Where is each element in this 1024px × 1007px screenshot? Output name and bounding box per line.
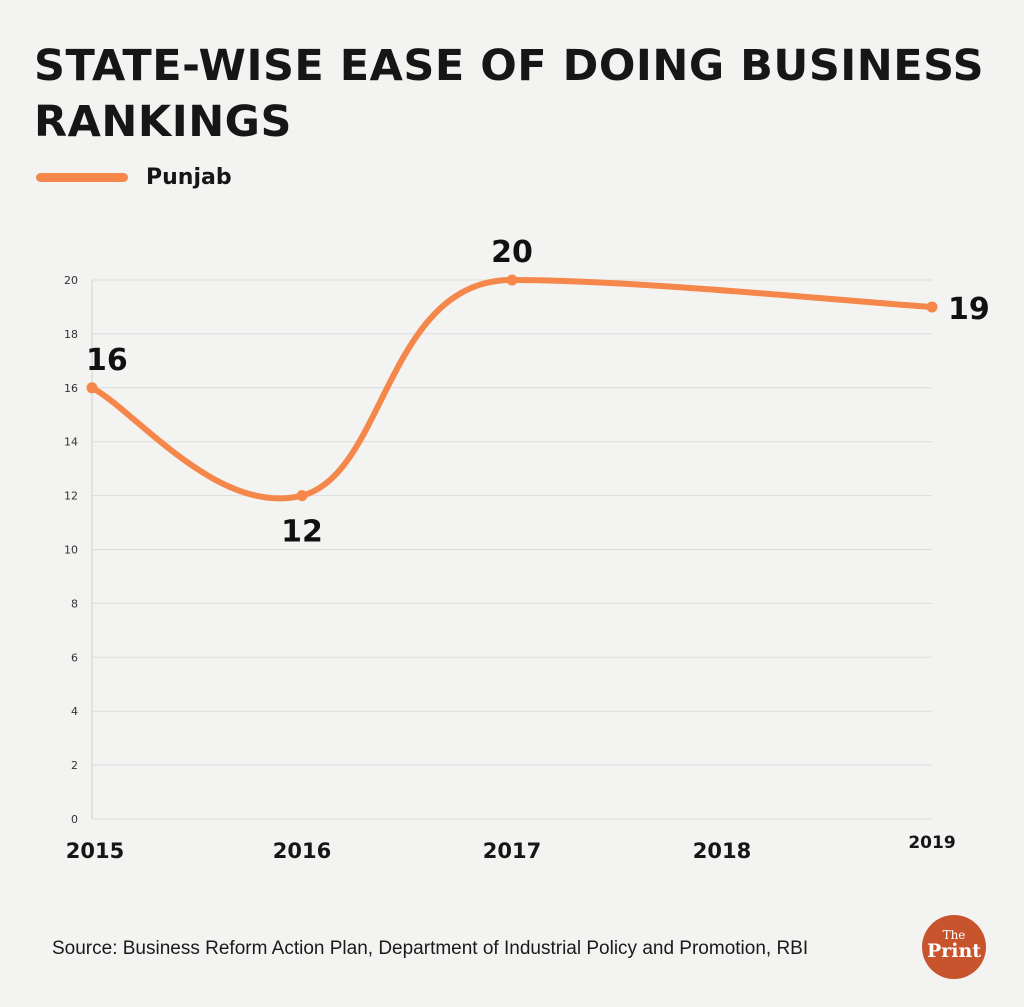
y-tick-label: 8 (71, 597, 78, 610)
y-tick-label: 2 (71, 759, 78, 772)
y-tick-label: 18 (64, 328, 78, 341)
y-tick-label: 12 (64, 490, 78, 503)
data-label: 16 (86, 343, 128, 378)
legend: Punjab (36, 165, 232, 190)
y-tick-label: 14 (64, 436, 78, 449)
y-tick-label: 6 (71, 651, 78, 664)
y-tick-label: 16 (64, 382, 78, 395)
y-tick-label: 10 (64, 544, 78, 557)
data-point (926, 301, 938, 313)
y-tick-label: 4 (71, 705, 78, 718)
chart-title: STATE-WISE EASE OF DOING BUSINESS RANKIN… (34, 41, 985, 147)
data-label: 12 (281, 515, 323, 550)
x-tick-label: 2019 (908, 833, 955, 853)
data-point (296, 490, 308, 502)
legend-label-punjab: Punjab (146, 165, 232, 190)
data-point (506, 274, 518, 286)
y-tick-label: 0 (71, 813, 78, 826)
data-label: 19 (948, 292, 990, 327)
logo-print: Print (926, 940, 982, 962)
source-note: Source: Business Reform Action Plan, Dep… (52, 938, 809, 959)
y-tick-label: 20 (64, 274, 78, 287)
data-point (86, 382, 98, 394)
theprint-logo: The Print (922, 915, 986, 979)
x-tick-label: 2018 (693, 839, 751, 863)
data-label: 20 (491, 235, 533, 270)
x-tick-label: 2015 (66, 839, 124, 863)
series-line-punjab (89, 276, 935, 502)
legend-swatch-punjab (36, 173, 128, 182)
logo-the: The (942, 928, 966, 942)
x-tick-label: 2017 (483, 839, 541, 863)
x-tick-label: 2016 (273, 839, 331, 863)
